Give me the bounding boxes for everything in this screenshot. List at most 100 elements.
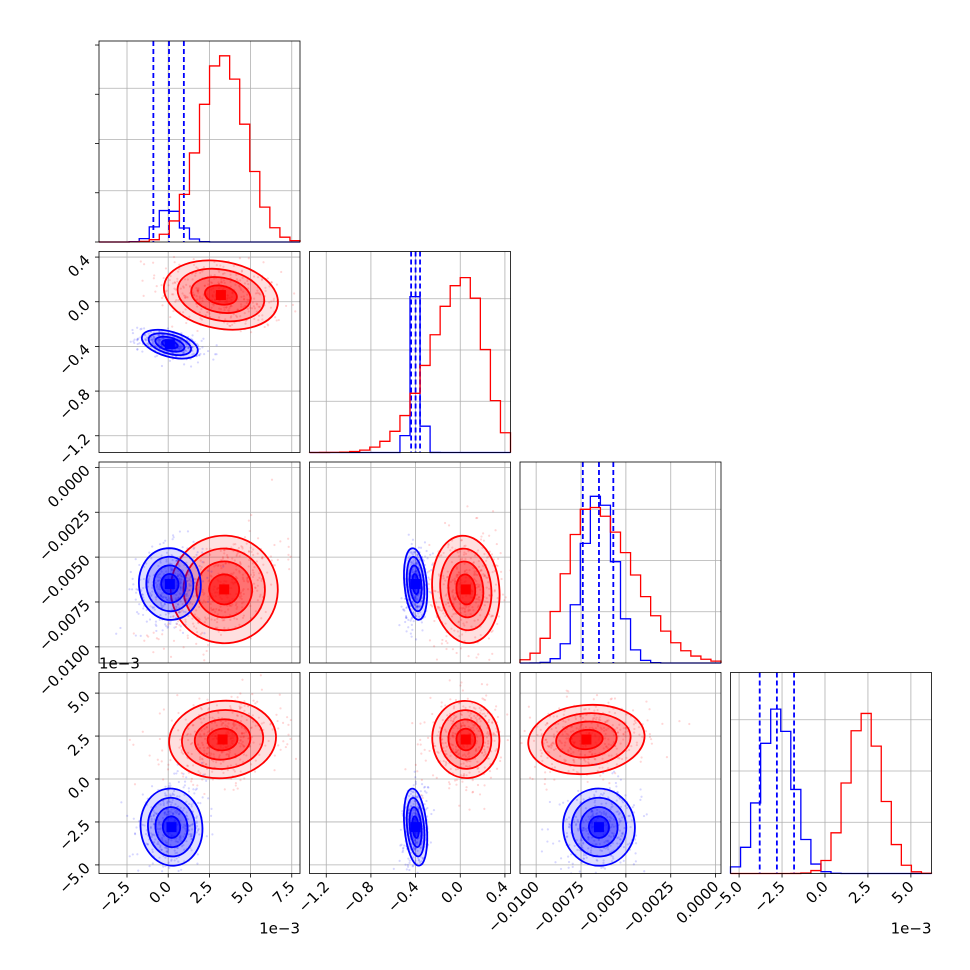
red-sample-point <box>217 630 220 633</box>
blue-sample-point <box>153 608 156 611</box>
blue-sample-point <box>579 800 582 804</box>
blue-sample-point <box>171 567 174 570</box>
blue-sample-point <box>160 604 163 607</box>
blue-sample-point <box>576 827 579 830</box>
blue-sample-point <box>582 828 585 832</box>
blue-sample-point <box>587 832 590 835</box>
blue-sample-point <box>180 575 183 578</box>
red-sample-point <box>223 552 226 555</box>
red-sample-point <box>221 557 225 560</box>
blue-sample-point <box>187 346 190 349</box>
red-sample-point <box>230 695 233 698</box>
red-sample-point <box>442 746 445 749</box>
red-sample-point <box>491 652 494 655</box>
blue-sample-point <box>410 635 413 638</box>
red-sample-point <box>444 749 447 753</box>
red-sample-point <box>455 575 458 578</box>
red-sample-point <box>231 557 234 560</box>
red-sample-point <box>485 694 488 697</box>
red-sample-point <box>203 733 206 736</box>
red-sample-point <box>488 534 491 537</box>
blue-sample-point <box>161 597 164 600</box>
blue-sample-point <box>201 796 204 799</box>
blue-sample-point <box>151 862 154 865</box>
blue-sample-point <box>411 790 414 793</box>
blue-sample-point <box>184 599 188 602</box>
blue-sample-point <box>404 620 407 624</box>
red-sample-point <box>199 633 202 636</box>
red-sample-point <box>250 550 253 554</box>
blue-sample-point <box>582 821 585 824</box>
red-sample-point <box>240 595 243 598</box>
red-sample-point <box>257 716 260 719</box>
red-sample-point <box>501 593 505 596</box>
red-sample-point <box>545 788 548 791</box>
red-sample-point <box>242 753 245 756</box>
red-sample-point <box>223 281 226 285</box>
red-sample-point <box>202 599 205 602</box>
red-sample-point <box>228 324 231 327</box>
red-sample-point <box>235 278 239 281</box>
panel-1-1 <box>308 251 512 454</box>
blue-sample-point <box>407 809 411 812</box>
red-sample-point <box>260 722 263 725</box>
red-sample-point <box>610 744 613 747</box>
red-sample-point <box>199 317 202 320</box>
blue-sample-point <box>413 838 416 842</box>
red-sample-point <box>172 293 175 296</box>
blue-sample-point <box>177 780 180 784</box>
red-sample-point <box>224 318 227 321</box>
red-sample-point <box>456 749 459 753</box>
red-sample-point <box>445 639 448 643</box>
red-sample-point <box>189 580 193 583</box>
blue-sample-point <box>177 569 180 573</box>
blue-sample-point <box>411 865 414 868</box>
blue-sample-point <box>571 862 574 865</box>
red-sample-point <box>203 284 206 288</box>
red-sample-point <box>260 617 263 620</box>
red-sample-point <box>607 719 610 722</box>
red-sample-point <box>197 287 200 290</box>
red-sample-point <box>270 280 273 284</box>
blue-sample-point <box>150 557 153 560</box>
blue-sample-point <box>410 574 413 578</box>
red-sample-point <box>463 562 466 565</box>
blue-sample-point <box>411 795 414 798</box>
blue-sample-point <box>168 800 172 804</box>
red-sample-point <box>284 745 287 749</box>
red-sample-point <box>511 578 513 580</box>
panel-frame <box>309 461 511 664</box>
blue-sample-point <box>410 542 413 546</box>
red-sample-point <box>454 750 457 754</box>
red-sample-point <box>187 573 190 576</box>
red-sample-point <box>222 760 225 763</box>
blue-sample-point <box>576 818 579 822</box>
red-sample-point <box>175 622 179 626</box>
red-sample-point <box>218 270 221 273</box>
blue-sample-point <box>174 810 177 813</box>
blue-sample-point <box>145 842 148 845</box>
blue-sample-point <box>609 820 612 823</box>
red-sample-point <box>607 743 610 746</box>
blue-sample-point <box>157 821 161 824</box>
blue-sample-point <box>582 841 585 844</box>
blue-sample-point <box>425 799 428 803</box>
blue-contour <box>147 332 192 357</box>
red-sample-point <box>207 708 210 711</box>
blue-sample-point <box>581 846 584 849</box>
blue-sample-point <box>170 568 173 572</box>
blue-sample-point <box>392 867 395 870</box>
blue-sample-point <box>417 546 420 549</box>
blue-sample-point <box>178 592 181 595</box>
blue-sample-point <box>173 849 176 852</box>
red-sample-point <box>466 765 469 768</box>
red-sample-point <box>157 638 160 641</box>
red-sample-point <box>262 261 265 264</box>
red-sample-point <box>186 296 189 299</box>
blue-sample-point <box>618 829 621 832</box>
red-sample-point <box>564 759 567 762</box>
blue-sample-point <box>168 597 171 600</box>
blue-sample-point <box>153 811 156 814</box>
red-sample-point <box>585 713 588 717</box>
blue-sample-point <box>186 547 189 550</box>
